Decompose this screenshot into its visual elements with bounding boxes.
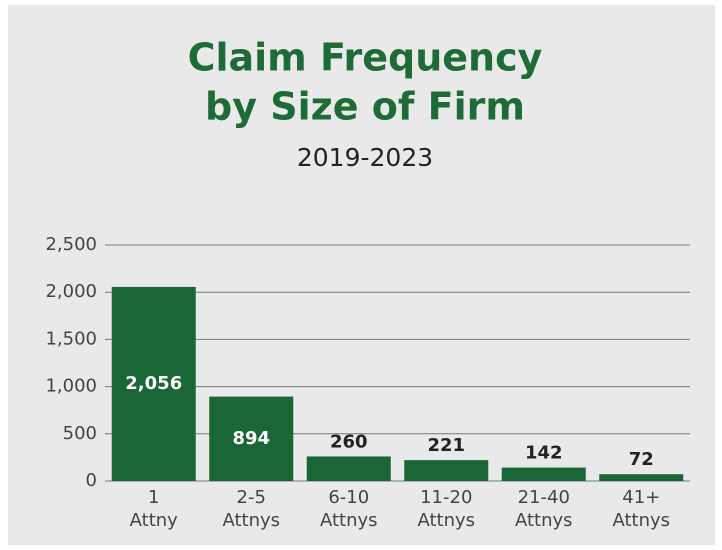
x-tick-label: 41+ <box>622 487 660 508</box>
x-tick-label: 2-5 <box>237 487 266 508</box>
value-label: 72 <box>629 449 654 470</box>
bar <box>306 456 391 481</box>
y-tick-label: 500 <box>63 423 97 444</box>
x-tick-label: 11-20 <box>420 487 472 508</box>
x-tick-label: Attnys <box>417 510 475 531</box>
y-tick-label: 2,500 <box>45 234 97 255</box>
y-tick-label: 1,000 <box>45 376 97 397</box>
x-tick-label: Attnys <box>515 510 573 531</box>
y-tick-label: 1,500 <box>45 328 97 349</box>
x-tick-label: Attnys <box>612 510 670 531</box>
bar <box>599 474 684 481</box>
x-tick-label: 21-40 <box>518 487 570 508</box>
x-tick-label: Attnys <box>222 510 280 531</box>
x-tick-label: Attny <box>130 510 179 531</box>
bar <box>111 286 196 481</box>
y-tick-label: 2,000 <box>45 281 97 302</box>
y-tick-label: 0 <box>86 470 97 491</box>
chart-title: Claim Frequency <box>188 36 543 80</box>
value-label: 142 <box>525 443 563 464</box>
chart-title: by Size of Firm <box>205 85 525 129</box>
value-label: 260 <box>330 431 368 452</box>
x-tick-label: 1 <box>148 487 159 508</box>
value-label: 221 <box>427 435 465 456</box>
value-label: 894 <box>232 428 270 449</box>
bar <box>209 396 294 481</box>
bar <box>404 460 489 481</box>
value-label: 2,056 <box>125 373 182 394</box>
x-tick-label: 6-10 <box>328 487 369 508</box>
x-tick-label: Attnys <box>320 510 378 531</box>
bar <box>501 467 586 481</box>
chart-subtitle: 2019-2023 <box>297 143 433 172</box>
